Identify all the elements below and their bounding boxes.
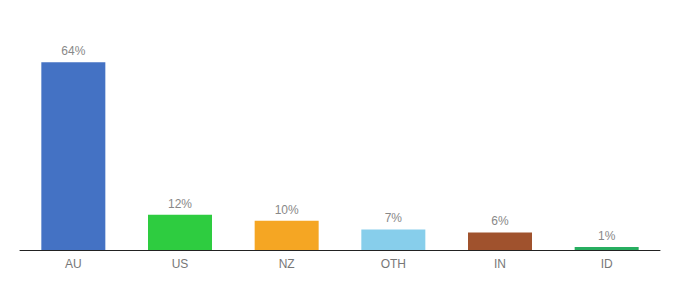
svg-text:1%: 1%: [598, 229, 616, 243]
svg-text:10%: 10%: [275, 203, 299, 217]
svg-text:US: US: [172, 257, 189, 271]
svg-text:NZ: NZ: [279, 257, 295, 271]
svg-text:64%: 64%: [61, 44, 85, 58]
svg-text:6%: 6%: [491, 214, 509, 228]
svg-text:IN: IN: [494, 257, 506, 271]
svg-text:AU: AU: [65, 257, 82, 271]
svg-text:7%: 7%: [385, 211, 403, 225]
svg-text:12%: 12%: [168, 197, 192, 211]
svg-text:OTH: OTH: [381, 257, 406, 271]
svg-text:ID: ID: [601, 257, 613, 271]
